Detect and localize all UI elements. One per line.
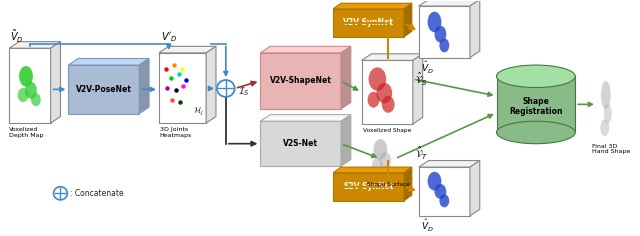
- Ellipse shape: [380, 152, 391, 169]
- Polygon shape: [341, 115, 351, 166]
- Polygon shape: [419, 0, 480, 6]
- Polygon shape: [9, 42, 60, 48]
- Text: $\mathcal{I}_S$: $\mathcal{I}_S$: [237, 85, 250, 98]
- Ellipse shape: [382, 96, 395, 113]
- Ellipse shape: [435, 26, 446, 42]
- Polygon shape: [419, 167, 470, 216]
- Ellipse shape: [367, 92, 380, 108]
- Circle shape: [217, 80, 235, 97]
- Polygon shape: [362, 54, 422, 60]
- Circle shape: [54, 187, 67, 200]
- Text: V2V-PoseNet: V2V-PoseNet: [76, 85, 132, 94]
- Ellipse shape: [428, 12, 442, 32]
- Polygon shape: [497, 76, 575, 132]
- Polygon shape: [404, 167, 412, 201]
- Polygon shape: [260, 115, 351, 121]
- Ellipse shape: [31, 93, 41, 106]
- Polygon shape: [470, 160, 480, 216]
- Polygon shape: [260, 46, 351, 53]
- Polygon shape: [333, 167, 412, 173]
- Polygon shape: [362, 60, 413, 124]
- Polygon shape: [159, 53, 206, 123]
- Text: V2V-ShapeNet: V2V-ShapeNet: [269, 76, 332, 85]
- Text: V2V-SynNet: V2V-SynNet: [343, 18, 394, 27]
- Ellipse shape: [435, 184, 446, 199]
- Polygon shape: [68, 65, 139, 114]
- Polygon shape: [260, 53, 341, 109]
- Text: S2V-SynNet: S2V-SynNet: [343, 182, 394, 191]
- Polygon shape: [9, 48, 51, 123]
- Ellipse shape: [601, 81, 611, 109]
- Ellipse shape: [376, 83, 392, 103]
- Text: 3D Joints
Heatmaps: 3D Joints Heatmaps: [160, 127, 192, 138]
- Text: $\tilde{V}_D$: $\tilde{V}_D$: [10, 29, 24, 45]
- Text: $V'_D$: $V'_D$: [161, 30, 177, 43]
- Polygon shape: [260, 121, 341, 166]
- Ellipse shape: [25, 82, 37, 99]
- Polygon shape: [341, 46, 351, 109]
- Polygon shape: [404, 3, 412, 37]
- Text: Voxelized
Depth Map: Voxelized Depth Map: [9, 127, 44, 138]
- Text: : Concatenate: : Concatenate: [70, 189, 124, 198]
- Polygon shape: [419, 6, 470, 58]
- Ellipse shape: [374, 139, 387, 160]
- Polygon shape: [139, 59, 149, 114]
- Ellipse shape: [19, 66, 33, 87]
- Text: $\hat{V}_D$: $\hat{V}_D$: [420, 218, 433, 234]
- Polygon shape: [68, 59, 149, 65]
- Text: Final 3D
Hand Shape: Final 3D Hand Shape: [592, 144, 630, 155]
- Ellipse shape: [600, 119, 609, 136]
- Text: $\hat{\mathcal{V}}_S$: $\hat{\mathcal{V}}_S$: [415, 71, 428, 88]
- Polygon shape: [159, 46, 216, 53]
- Text: $\hat{\mathcal{V}}_T$: $\hat{\mathcal{V}}_T$: [415, 145, 428, 163]
- Text: $\hat{V}_D$: $\hat{V}_D$: [420, 59, 433, 76]
- Polygon shape: [206, 46, 216, 123]
- Text: Shape Surface: Shape Surface: [367, 182, 410, 187]
- Polygon shape: [413, 54, 422, 124]
- Ellipse shape: [18, 88, 28, 102]
- Ellipse shape: [428, 172, 442, 190]
- Text: V2S-Net: V2S-Net: [283, 139, 318, 148]
- Polygon shape: [333, 9, 404, 37]
- Text: Voxelized Shape: Voxelized Shape: [363, 128, 411, 133]
- Polygon shape: [419, 160, 480, 167]
- Text: $\mathcal{H}_j$: $\mathcal{H}_j$: [193, 106, 204, 118]
- Ellipse shape: [440, 38, 449, 52]
- Ellipse shape: [497, 121, 575, 144]
- Polygon shape: [51, 42, 60, 123]
- Ellipse shape: [440, 194, 449, 207]
- Ellipse shape: [604, 103, 612, 124]
- Ellipse shape: [497, 65, 575, 88]
- Text: Shape
Registration: Shape Registration: [509, 97, 563, 116]
- Polygon shape: [333, 173, 404, 201]
- Polygon shape: [333, 3, 412, 9]
- Polygon shape: [470, 0, 480, 58]
- Ellipse shape: [372, 158, 383, 173]
- Ellipse shape: [369, 67, 387, 91]
